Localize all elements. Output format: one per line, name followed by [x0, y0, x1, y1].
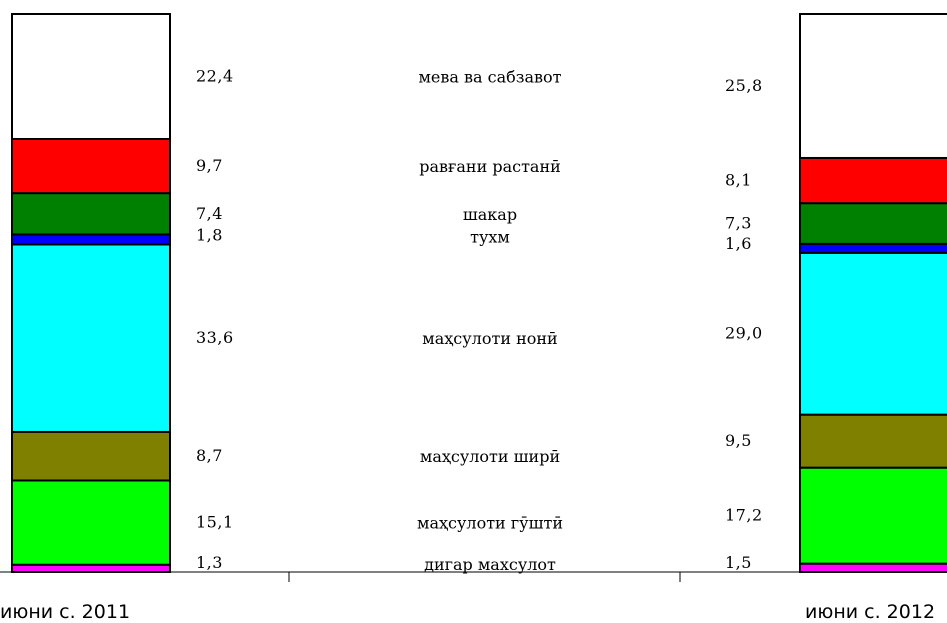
data-label: 8,1 — [725, 171, 752, 190]
data-label: 8,7 — [196, 446, 223, 465]
data-label: 9,5 — [725, 431, 752, 450]
series-name: тухм — [470, 227, 510, 246]
bar-segment — [11, 430, 171, 482]
x-tick-label: июни с. 2011 — [0, 601, 130, 623]
series-name: дигар махсулот — [424, 555, 556, 574]
data-label: 15,1 — [196, 513, 234, 532]
series-name: маҳсулоти ширӣ — [420, 447, 560, 466]
data-label: 9,7 — [196, 156, 223, 175]
bar-segment — [11, 13, 171, 140]
series-name: равғани растанӣ — [419, 157, 561, 176]
data-label: 7,4 — [196, 204, 223, 223]
data-label: 1,6 — [725, 234, 752, 253]
bar-segment — [799, 413, 947, 469]
data-label: 33,6 — [196, 328, 234, 347]
bar-segment — [799, 242, 947, 254]
bar-segment — [799, 156, 947, 205]
bar-segment — [799, 562, 947, 574]
bar-segment — [11, 479, 171, 566]
bar-segment — [11, 192, 171, 236]
series-name: мева ва сабзавот — [418, 67, 561, 86]
data-label: 1,8 — [196, 225, 223, 244]
bar-segment — [11, 233, 171, 246]
data-label: 7,3 — [725, 214, 752, 233]
bar-segment — [11, 563, 171, 573]
series-name: шакар — [463, 205, 517, 224]
series-name: маҳсулоти гӯштӣ — [417, 514, 563, 533]
data-label: 29,0 — [725, 324, 763, 343]
data-label: 25,8 — [725, 76, 763, 95]
data-label: 17,2 — [725, 506, 763, 525]
bar-segment — [11, 243, 171, 433]
bar-segment — [799, 13, 947, 159]
data-label: 1,5 — [725, 553, 752, 572]
data-label: 22,4 — [196, 66, 234, 85]
bar-segment — [799, 466, 947, 565]
series-name: маҳсулоти нонӣ — [422, 329, 557, 348]
bar-segment — [11, 137, 171, 195]
x-tick-label: июни с. 2012 — [805, 601, 935, 623]
bar-segment — [799, 251, 947, 416]
data-label: 1,3 — [196, 553, 223, 572]
bar-segment — [799, 202, 947, 245]
